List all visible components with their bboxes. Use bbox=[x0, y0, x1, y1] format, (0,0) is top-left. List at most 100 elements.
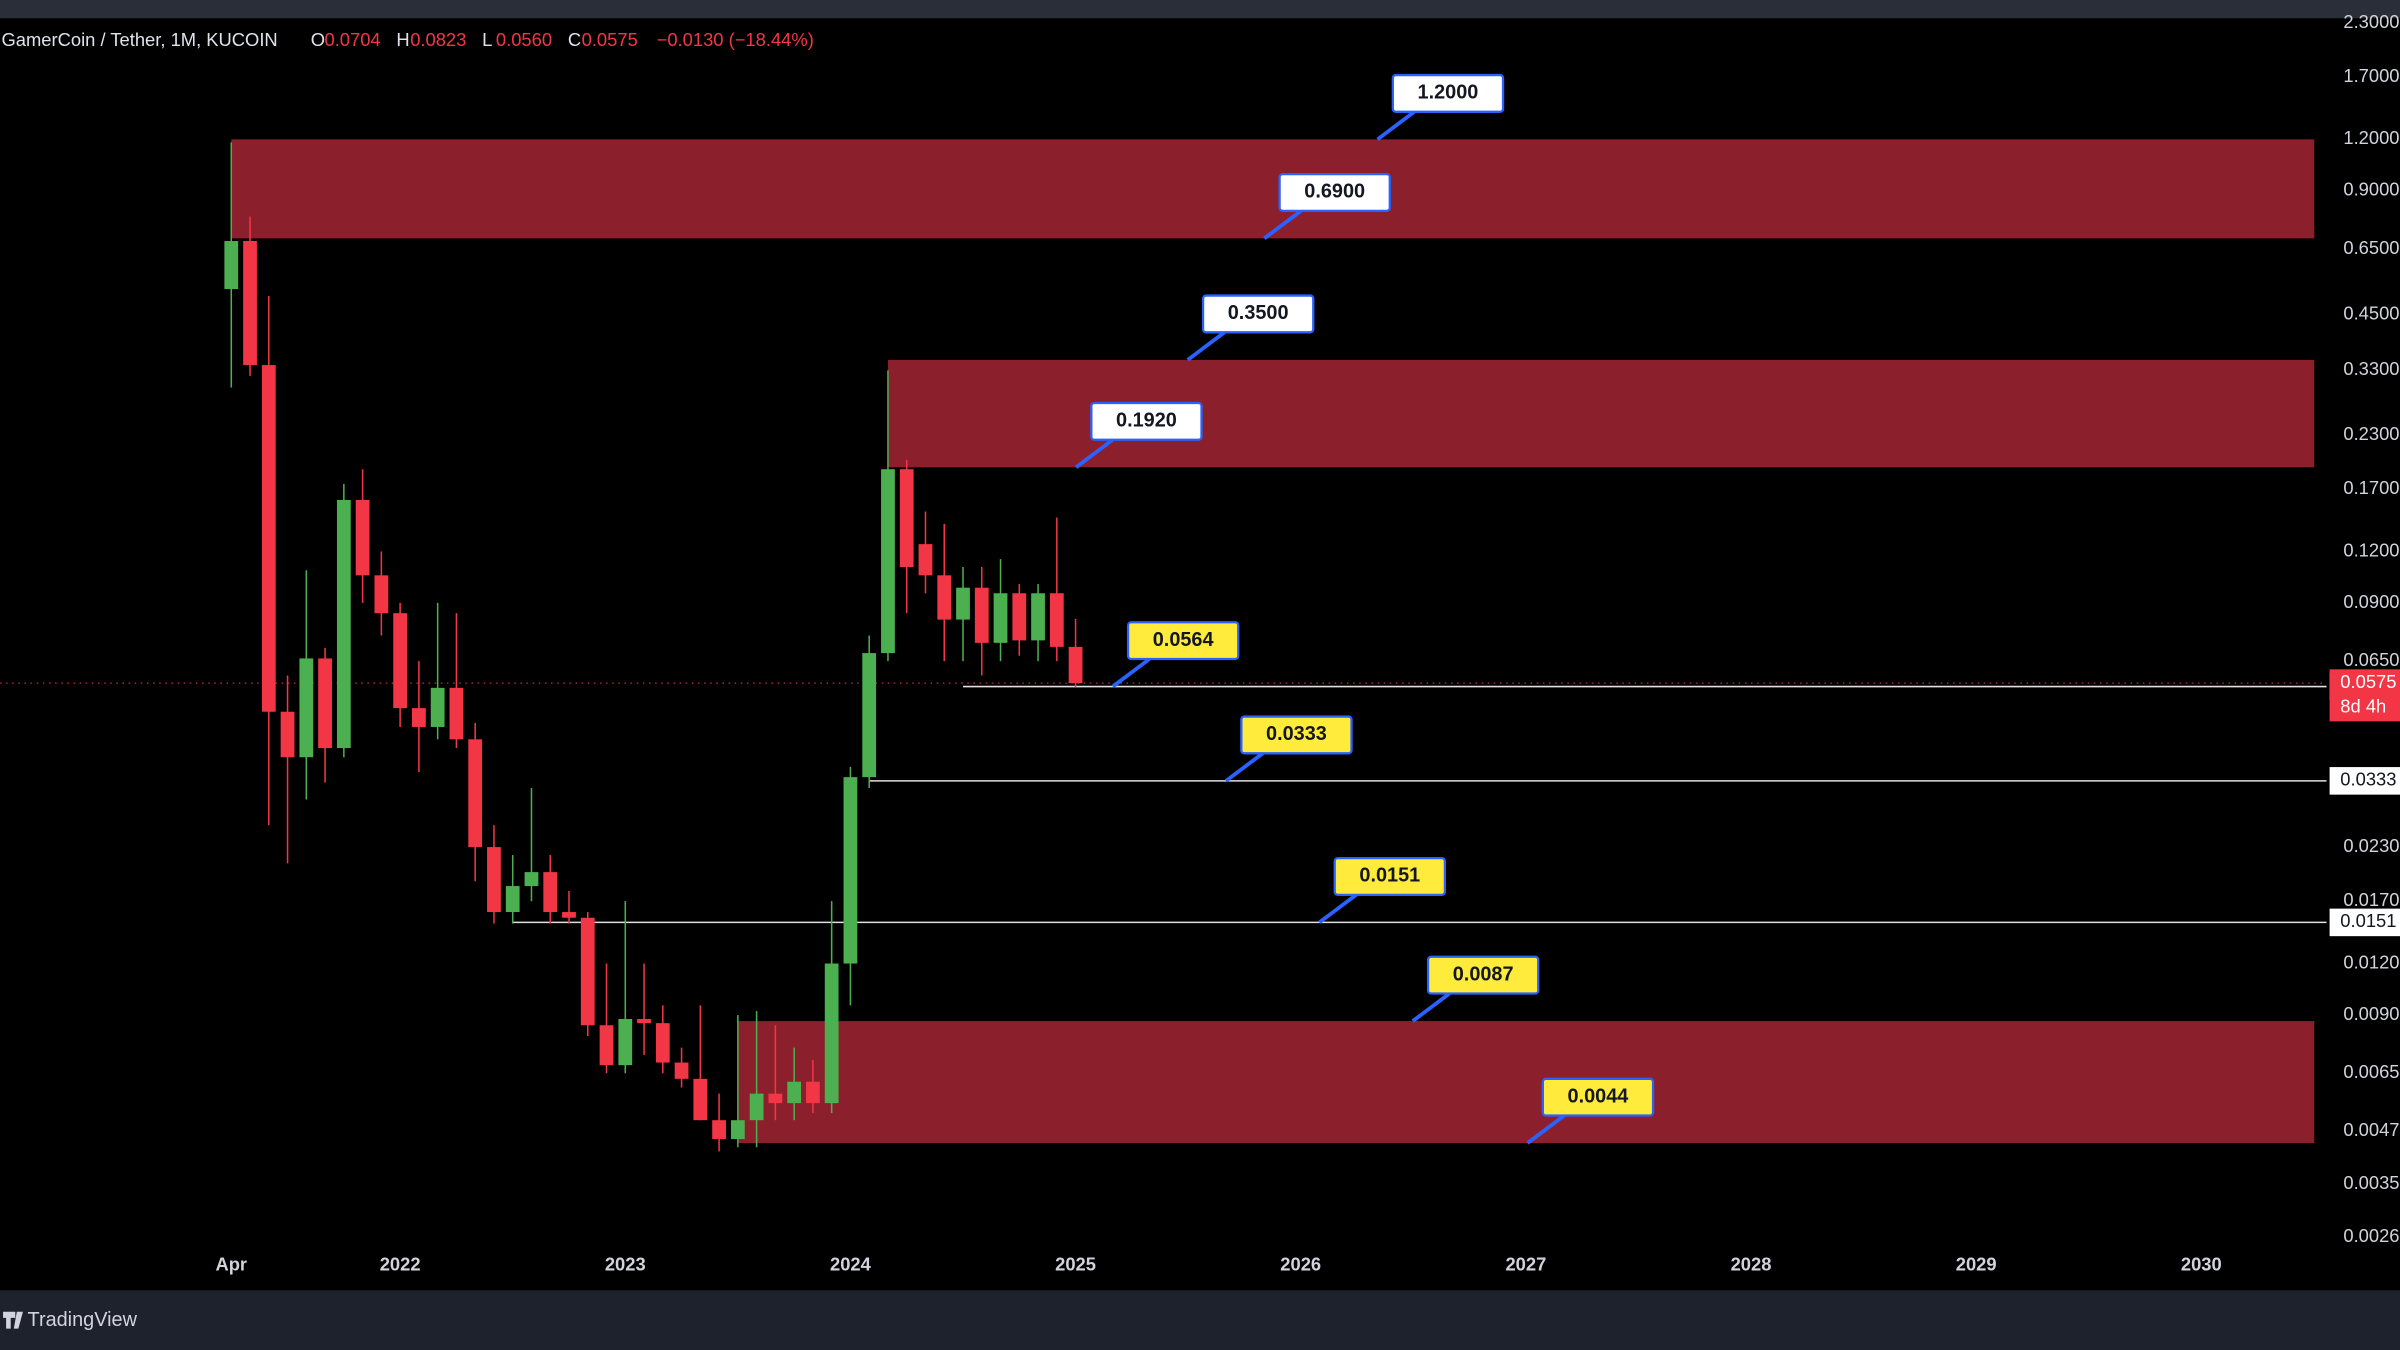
price-change: −0.0130 (−18.44%) bbox=[657, 29, 814, 50]
brand-logo bbox=[3, 1311, 23, 1329]
y-tick-label: 0.0900 bbox=[2343, 591, 2399, 612]
candle-body bbox=[618, 1019, 633, 1066]
candle-body bbox=[243, 241, 257, 366]
callout-box bbox=[1391, 73, 1505, 113]
level-badge bbox=[2329, 767, 2400, 795]
resistance-zone bbox=[737, 1021, 2315, 1144]
candle-body bbox=[487, 847, 501, 913]
ohlc-key: C bbox=[568, 29, 581, 50]
callout-pointer bbox=[1526, 1113, 1566, 1145]
candle-body bbox=[261, 365, 276, 712]
candle-body bbox=[956, 587, 970, 620]
y-tick-label: 0.0120 bbox=[2343, 951, 2399, 972]
y-tick-label: 0.3300 bbox=[2343, 358, 2399, 379]
last-price-badge bbox=[2329, 669, 2400, 722]
x-tick-label: 2030 bbox=[2181, 1254, 2222, 1275]
candle-body bbox=[412, 708, 426, 727]
callout-label: 0.3500 bbox=[1228, 302, 1289, 324]
symbol-title: GamerCoin / Tether, 1M, KUCOIN bbox=[2, 29, 278, 50]
callout-label: 0.6900 bbox=[1304, 181, 1365, 203]
candle-body bbox=[580, 917, 595, 1026]
level-badge-label: 0.0333 bbox=[2340, 769, 2396, 790]
x-tick-label: Apr bbox=[215, 1254, 247, 1275]
candle-body bbox=[224, 241, 239, 290]
candle-body bbox=[1068, 646, 1083, 684]
callout-box bbox=[1426, 955, 1540, 995]
callout-box bbox=[1126, 621, 1240, 661]
callout-pointer bbox=[1186, 330, 1226, 362]
x-tick-label: 2028 bbox=[1731, 1254, 1772, 1275]
axes: 2.3000 1.7000 1.2000 0.9000 0.6500 0.4500 0.33… bbox=[215, 11, 2400, 1275]
candle-body bbox=[1049, 593, 1064, 647]
last-price-label: 0.0575 bbox=[2340, 671, 2396, 692]
candle-body bbox=[712, 1120, 726, 1140]
candle-body bbox=[862, 653, 877, 778]
candle-body bbox=[693, 1078, 708, 1121]
callout-label: 0.1920 bbox=[1116, 410, 1177, 432]
candles bbox=[224, 142, 1083, 1152]
y-tick-label: 0.6500 bbox=[2343, 237, 2399, 258]
ohlc-value: 0.0704 bbox=[324, 29, 380, 50]
top-strip bbox=[0, 0, 2400, 19]
y-tick-label: 0.4500 bbox=[2343, 303, 2399, 324]
candle-body bbox=[336, 499, 351, 749]
candle-body bbox=[655, 1023, 670, 1063]
y-tick-label: 0.0090 bbox=[2343, 1003, 2399, 1024]
candle-body bbox=[280, 711, 295, 758]
x-tick-label: 2025 bbox=[1055, 1254, 1096, 1275]
ohlc-key: H bbox=[396, 29, 409, 50]
candle-body bbox=[974, 587, 989, 643]
ohlc-key: O bbox=[311, 29, 325, 50]
callout-pointer bbox=[1318, 893, 1358, 924]
callout-box bbox=[1278, 172, 1391, 212]
y-tick-label: 0.2300 bbox=[2343, 423, 2399, 444]
x-tick-label: 2027 bbox=[1505, 1254, 1546, 1275]
y-tick-label: 0.0047 bbox=[2343, 1119, 2399, 1140]
candle-body bbox=[430, 687, 445, 727]
candle-body bbox=[449, 687, 464, 740]
y-tick-label: 1.7000 bbox=[2343, 65, 2399, 86]
candle-body bbox=[937, 575, 952, 620]
candle-body bbox=[674, 1062, 689, 1079]
resistance-zone bbox=[231, 139, 2315, 239]
callout-pointer bbox=[1263, 209, 1303, 240]
candle-body bbox=[562, 912, 576, 918]
zones bbox=[231, 139, 2315, 1144]
candle-body bbox=[599, 1025, 614, 1066]
x-tick-label: 2023 bbox=[605, 1254, 646, 1275]
candle-body bbox=[1012, 593, 1027, 641]
candle-body bbox=[374, 575, 389, 614]
candle-body bbox=[806, 1081, 820, 1104]
callout-pointer bbox=[1074, 438, 1114, 469]
callout-pointer bbox=[1411, 991, 1451, 1023]
candle-body bbox=[843, 777, 858, 964]
candle-body bbox=[355, 499, 370, 576]
candle-body bbox=[730, 1120, 745, 1140]
callout-pointer bbox=[1376, 110, 1416, 141]
candle-body bbox=[787, 1081, 802, 1104]
candle-body bbox=[299, 658, 314, 758]
callout-label: 0.0044 bbox=[1568, 1085, 1629, 1107]
y-tick-label: 0.0230 bbox=[2343, 835, 2399, 856]
callout-box bbox=[1240, 715, 1353, 755]
candle-body bbox=[881, 469, 895, 654]
candle-body bbox=[918, 544, 933, 576]
y-tick-label: 0.0026 bbox=[2343, 1225, 2399, 1246]
ohlc-value: 0.0560 bbox=[496, 29, 552, 50]
candle-body bbox=[899, 469, 914, 568]
y-tick-label: 2.3000 bbox=[2343, 11, 2399, 32]
callout-label: 0.0087 bbox=[1453, 963, 1514, 985]
x-tick-label: 2022 bbox=[380, 1254, 421, 1275]
candle-body bbox=[1031, 593, 1045, 641]
y-tick-label: 1.2000 bbox=[2343, 127, 2399, 148]
candle-body bbox=[824, 963, 839, 1104]
level-badge bbox=[2329, 908, 2400, 937]
y-tick-label: 0.0650 bbox=[2343, 649, 2399, 670]
callout-label: 0.0151 bbox=[1359, 865, 1420, 887]
x-tick-label: 2026 bbox=[1280, 1254, 1321, 1275]
x-tick-label: 2024 bbox=[830, 1254, 872, 1275]
callout-label: 0.0333 bbox=[1266, 723, 1327, 745]
y-tick-label: 0.0170 bbox=[2343, 889, 2399, 910]
